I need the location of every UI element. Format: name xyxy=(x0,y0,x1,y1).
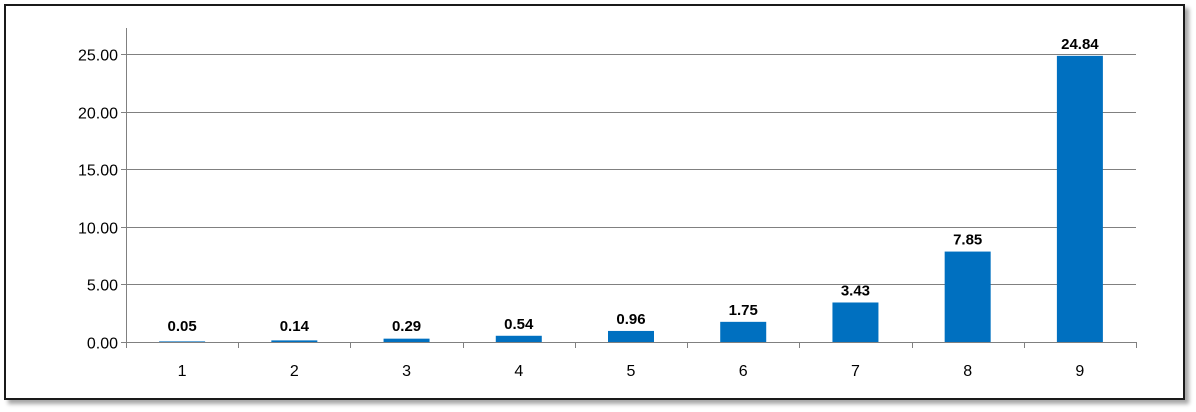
bar-data-label: 0.29 xyxy=(392,318,421,335)
bar xyxy=(1056,55,1103,342)
x-tick-label: 3 xyxy=(402,363,411,380)
x-tick-label: 6 xyxy=(739,363,748,380)
x-tick-label: 4 xyxy=(514,363,523,380)
bar-data-label: 1.75 xyxy=(729,302,758,319)
bar-data-label: 0.05 xyxy=(168,318,197,335)
bar-data-label: 0.14 xyxy=(280,318,310,335)
bar-data-label: 7.85 xyxy=(953,232,982,249)
bar xyxy=(944,251,991,342)
y-tick-labels: 0.00 5.00 10.00 15.00 20.00 25.00 xyxy=(78,48,118,353)
bar xyxy=(495,335,542,342)
x-tick-label: 9 xyxy=(1075,363,1084,380)
y-tick-label: 15.00 xyxy=(78,163,118,180)
y-tick-label: 5.00 xyxy=(87,278,118,295)
bars xyxy=(159,55,1103,342)
bar xyxy=(271,340,318,342)
bar xyxy=(608,330,654,342)
axes xyxy=(121,28,1137,348)
bar xyxy=(720,321,767,342)
y-tick-label: 20.00 xyxy=(78,106,118,123)
bar xyxy=(832,302,879,342)
bar-data-label: 24.84 xyxy=(1061,36,1099,53)
x-tick-label: 2 xyxy=(290,363,299,380)
bar xyxy=(383,338,430,342)
x-tick-label: 7 xyxy=(851,363,860,380)
gridlines xyxy=(126,54,1136,285)
bar-data-label: 3.43 xyxy=(841,282,870,299)
y-tick-label: 25.00 xyxy=(78,48,118,65)
bar xyxy=(159,341,206,342)
y-tick-label: 0.00 xyxy=(87,336,118,353)
x-tick-labels: 1 2 3 4 5 6 7 8 9 xyxy=(178,363,1085,380)
bar-data-label: 0.96 xyxy=(616,311,645,328)
x-tick-label: 5 xyxy=(627,363,636,380)
x-tick-label: 1 xyxy=(178,363,187,380)
bar-data-label: 0.54 xyxy=(504,316,534,333)
bar-data-labels: 0.05 0.14 0.29 0.54 0.96 1.75 3.43 7.85 24.84 xyxy=(168,36,1100,335)
y-tick-label: 10.00 xyxy=(78,221,118,238)
x-tick-label: 8 xyxy=(963,363,972,380)
